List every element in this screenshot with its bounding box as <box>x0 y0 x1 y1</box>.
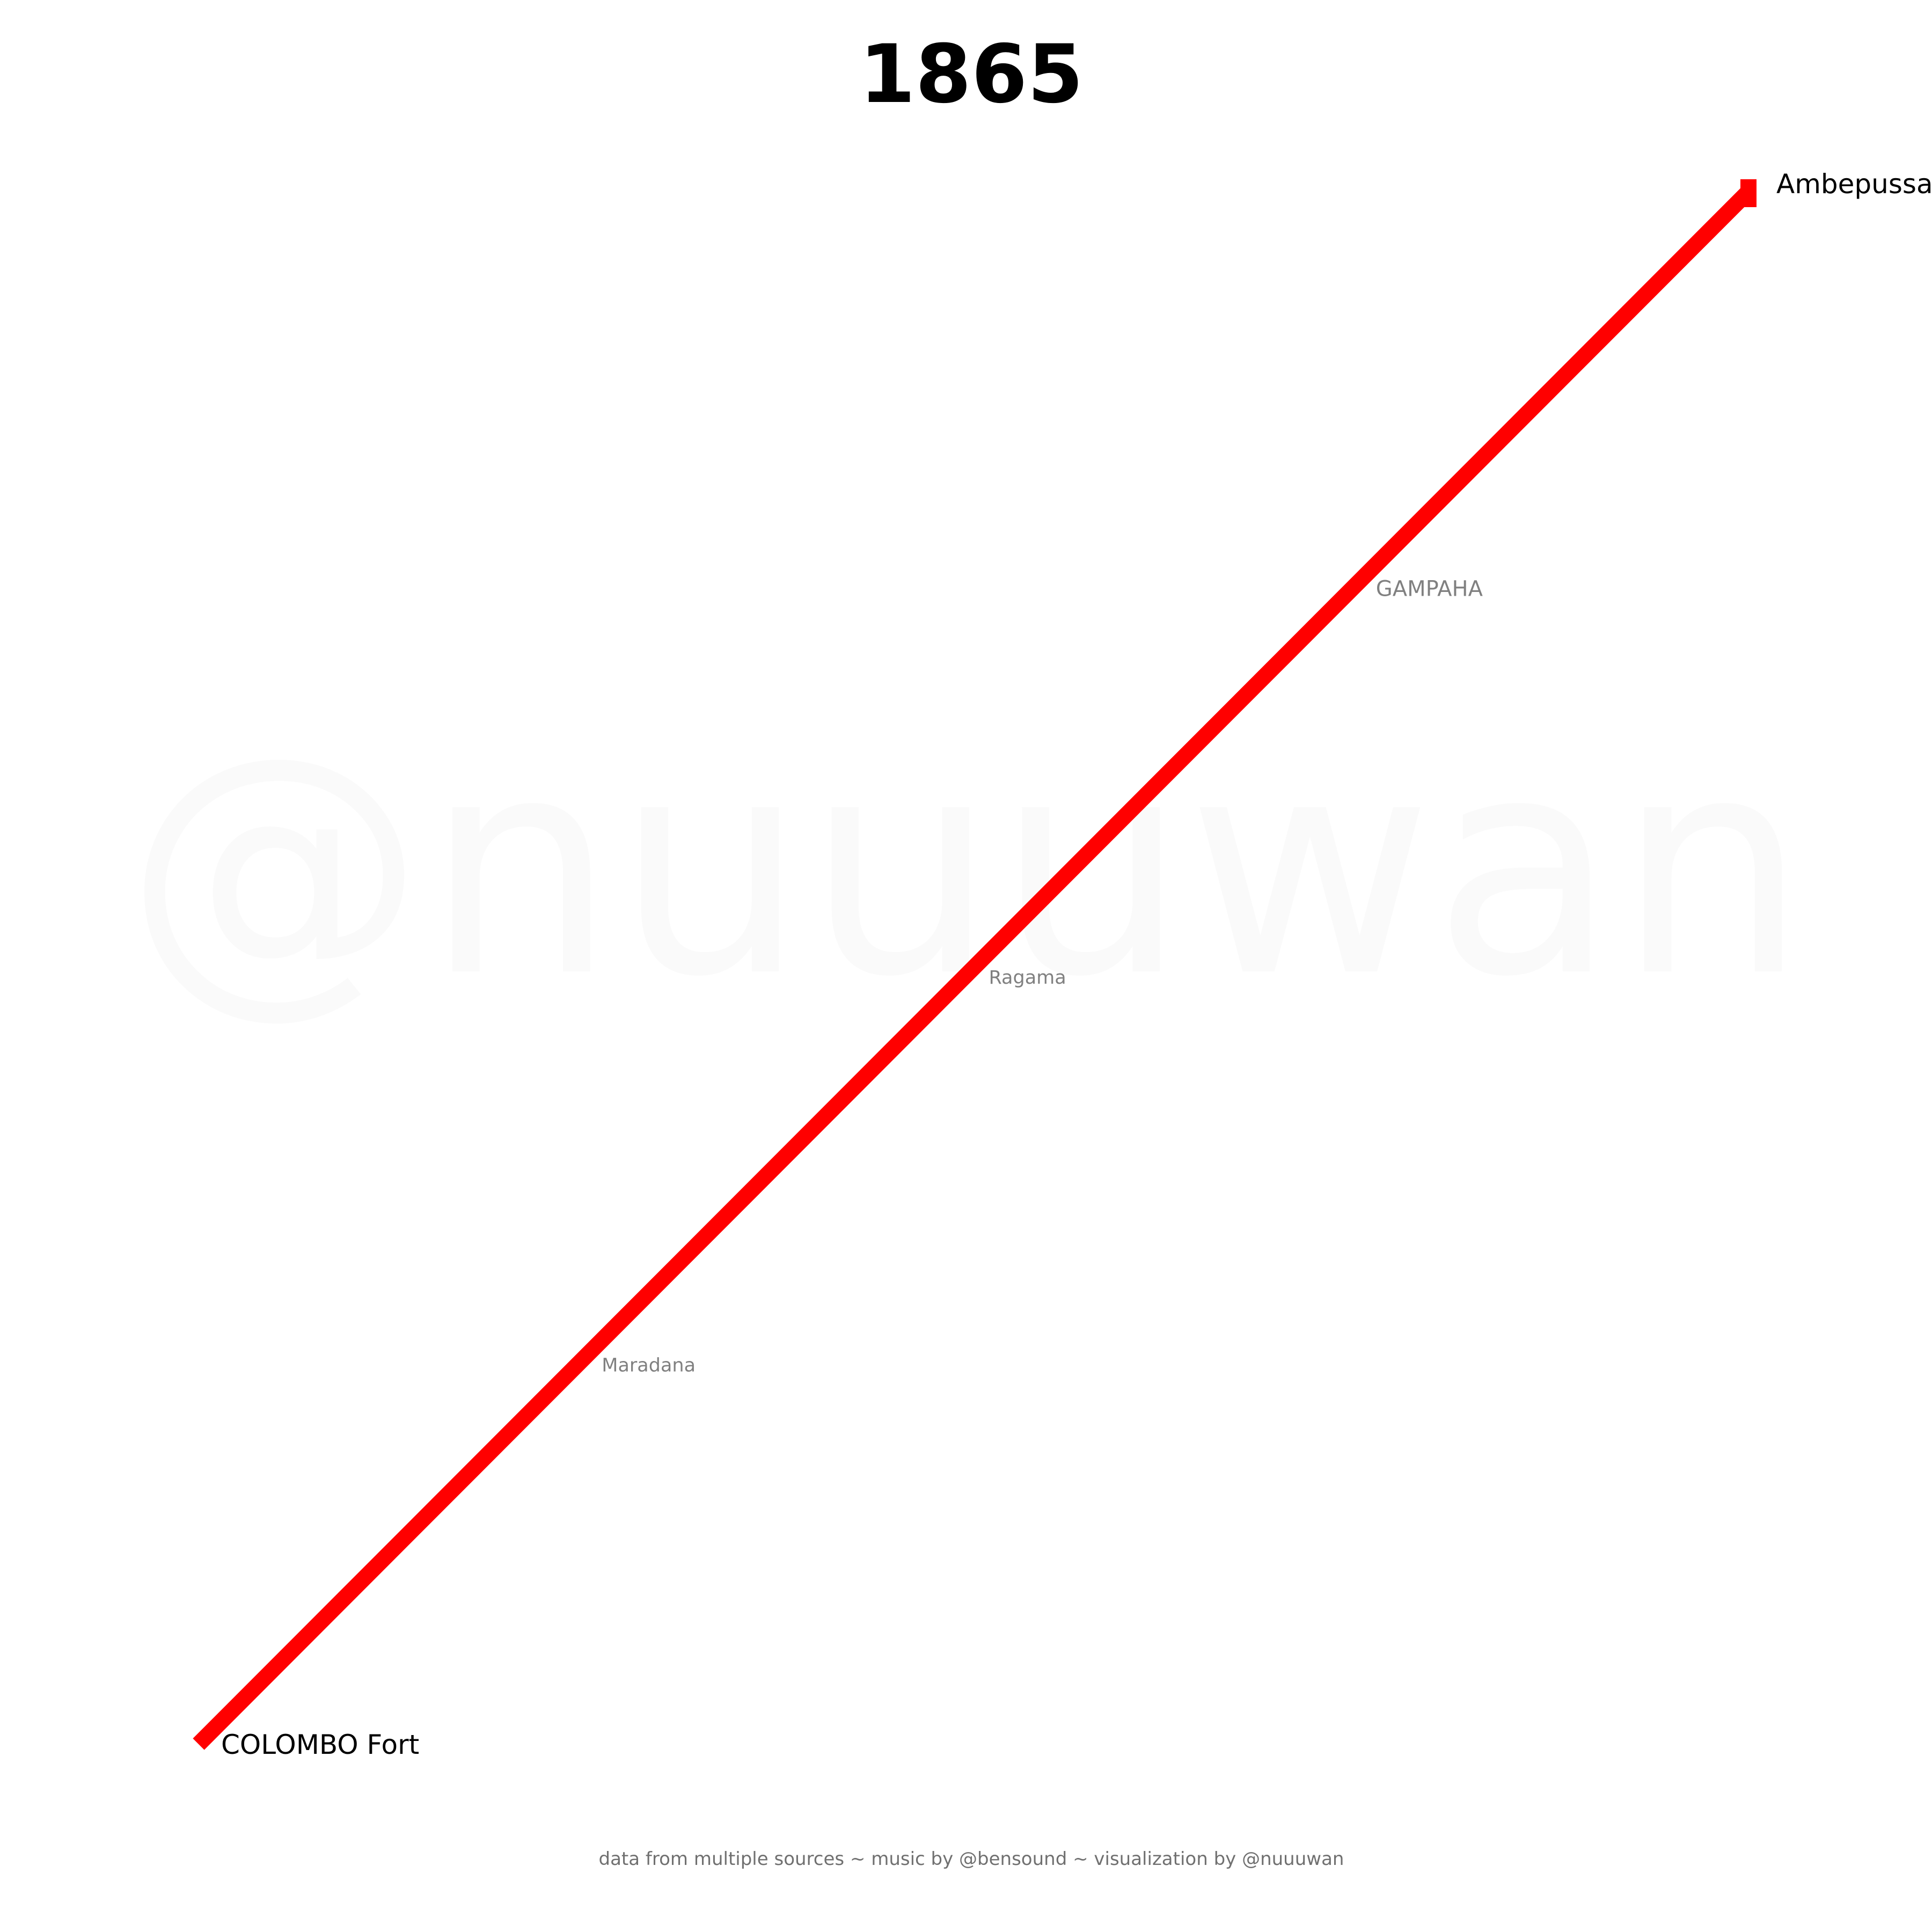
station-label-ragama: Ragama <box>989 967 1066 989</box>
railway-line <box>193 187 1753 1750</box>
station-label-gampaha: GAMPAHA <box>1376 577 1483 602</box>
station-label-ambepussa: Ambepussa <box>1776 169 1932 200</box>
credits-footer: data from multiple sources ~ music by @b… <box>599 1848 1344 1870</box>
watermark: @nuuuwan <box>125 693 1807 1043</box>
station-label-layer: COLOMBO Fort Maradana Ragama GAMPAHA Ambepus… <box>221 169 1932 1760</box>
railway-line-layer <box>193 179 1757 1750</box>
year-title: 1865 <box>859 28 1083 121</box>
station-label-maradana: Maradana <box>602 1355 696 1377</box>
station-label-colombo-fort: COLOMBO Fort <box>221 1729 419 1760</box>
terminal-marker-end <box>1740 179 1757 207</box>
